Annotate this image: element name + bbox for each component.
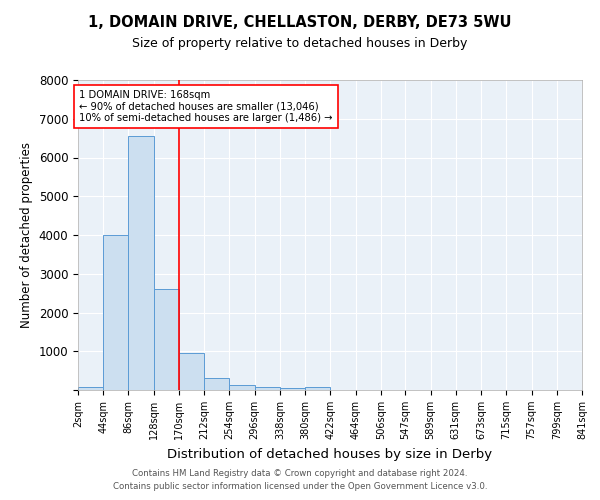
Text: 1, DOMAIN DRIVE, CHELLASTON, DERBY, DE73 5WU: 1, DOMAIN DRIVE, CHELLASTON, DERBY, DE73… bbox=[88, 15, 512, 30]
Text: Contains HM Land Registry data © Crown copyright and database right 2024.: Contains HM Land Registry data © Crown c… bbox=[132, 468, 468, 477]
Text: 1 DOMAIN DRIVE: 168sqm
← 90% of detached houses are smaller (13,046)
10% of semi: 1 DOMAIN DRIVE: 168sqm ← 90% of detached… bbox=[79, 90, 333, 123]
Text: Contains public sector information licensed under the Open Government Licence v3: Contains public sector information licen… bbox=[113, 482, 487, 491]
Bar bbox=[305, 388, 331, 390]
Y-axis label: Number of detached properties: Number of detached properties bbox=[20, 142, 33, 328]
Bar bbox=[78, 387, 103, 390]
X-axis label: Distribution of detached houses by size in Derby: Distribution of detached houses by size … bbox=[167, 448, 493, 460]
Bar bbox=[204, 378, 229, 390]
Bar bbox=[229, 385, 254, 390]
Bar bbox=[179, 353, 204, 390]
Bar bbox=[154, 289, 179, 390]
Bar bbox=[280, 388, 305, 390]
Bar bbox=[103, 235, 128, 390]
Text: Size of property relative to detached houses in Derby: Size of property relative to detached ho… bbox=[133, 38, 467, 51]
Bar bbox=[128, 136, 154, 390]
Bar bbox=[254, 387, 280, 390]
